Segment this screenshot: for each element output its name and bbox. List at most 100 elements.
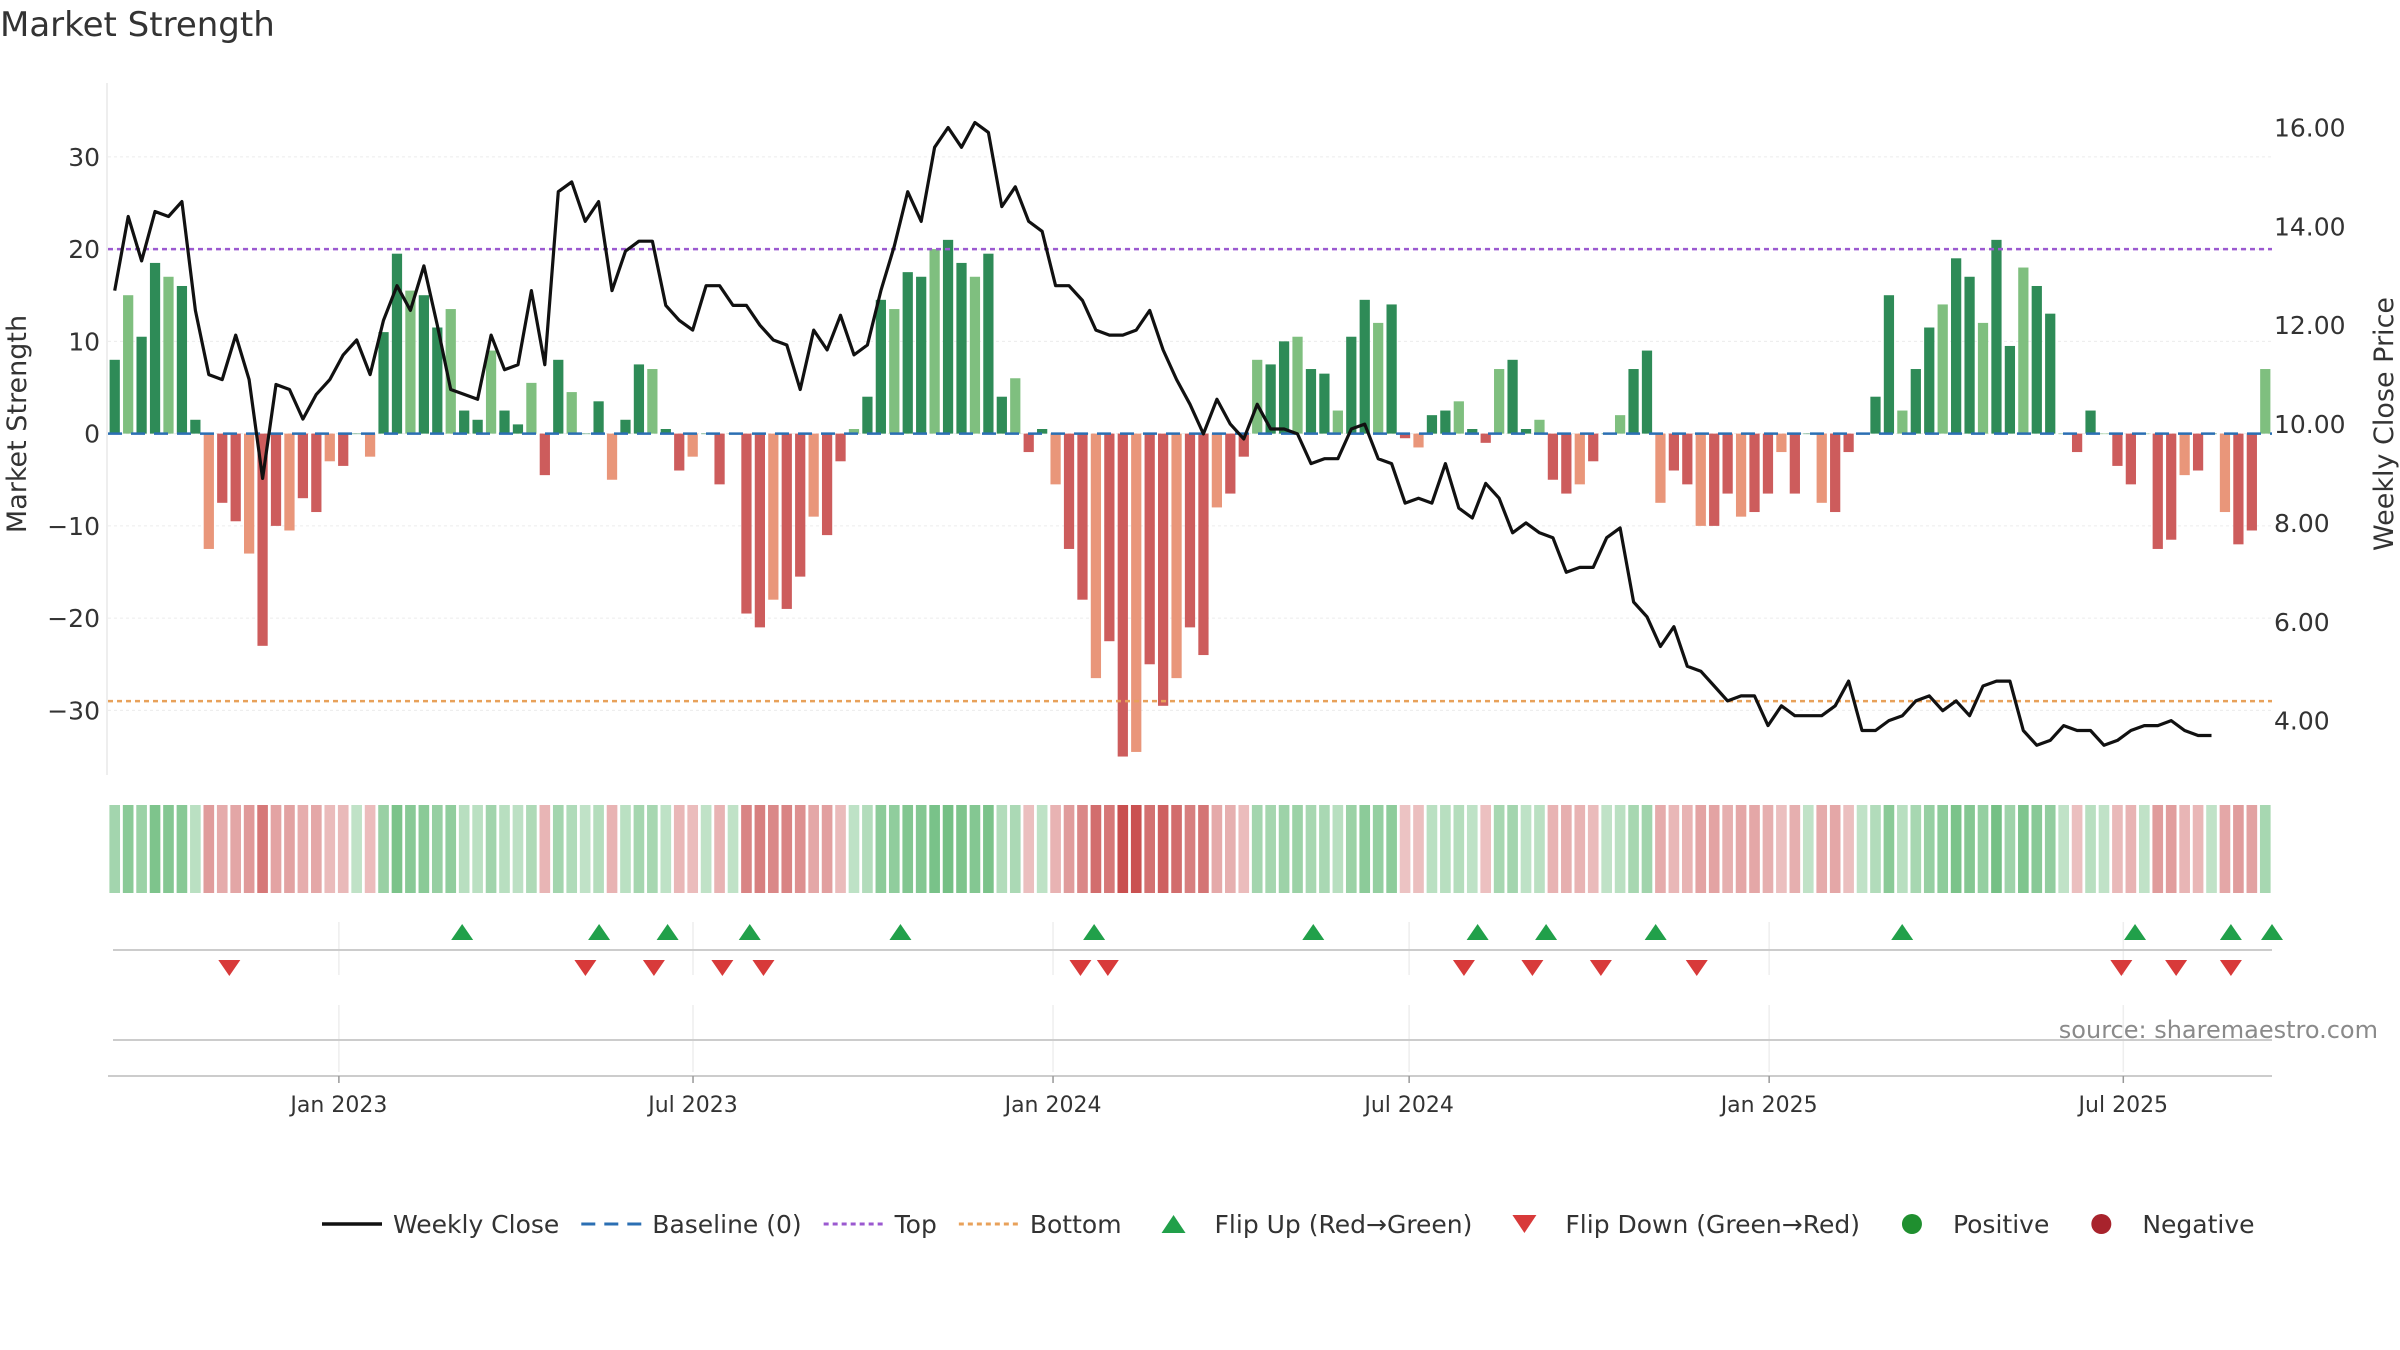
heat-cell (1668, 805, 1680, 893)
heat-cell (1332, 805, 1344, 893)
heat-cell (848, 805, 860, 893)
heat-cell (2112, 805, 2123, 893)
strength-bar (768, 433, 779, 600)
strength-bar (2246, 433, 2257, 531)
heat-cell (378, 805, 389, 893)
strength-bar (2179, 433, 2190, 476)
heat-cell (1507, 805, 1518, 893)
flip-up-marker (451, 924, 474, 940)
strength-bars (109, 239, 2271, 757)
strength-bar (1507, 359, 1518, 434)
heat-cell (821, 805, 833, 893)
strength-bar (2004, 345, 2016, 434)
strength-bar (1628, 369, 1639, 434)
heat-cell (499, 805, 510, 893)
heat-cell (1198, 805, 1209, 893)
x-tick-label: Jan 2024 (1003, 1093, 1102, 1118)
heat-cell (835, 805, 846, 893)
heat-cell (2058, 805, 2069, 893)
heat-cell (1695, 805, 1707, 893)
x-tick-label: Jul 2025 (2077, 1093, 2169, 1118)
heat-cell (1829, 805, 1841, 893)
heat-cell (700, 805, 712, 893)
heat-cell (324, 805, 336, 893)
heat-cell (1171, 805, 1182, 893)
flip-down-marker (1096, 960, 1119, 976)
strength-bar (284, 433, 295, 531)
strength-bar (1614, 415, 1626, 434)
heat-cell (1816, 805, 1828, 893)
heat-cell (405, 805, 416, 893)
strength-bar (1305, 369, 1317, 434)
strength-bar (808, 433, 819, 517)
strength-bar (1050, 433, 1061, 485)
heat-cell (539, 805, 551, 893)
strength-bar (203, 433, 214, 549)
y2-tick-label: 4.00 (2274, 707, 2330, 736)
heat-cell (1104, 805, 1115, 893)
heat-cell (673, 805, 685, 893)
heat-cell (2031, 805, 2043, 893)
flip-down-marker (1685, 960, 1708, 976)
heat-cell (956, 805, 967, 893)
heat-cell (391, 805, 403, 893)
strength-bar (1386, 304, 1397, 434)
heat-cell (1870, 805, 1881, 893)
heat-cell (781, 805, 793, 893)
strength-bar (714, 433, 725, 485)
strength-bar (270, 433, 282, 526)
legend-item: Baseline (0) (581, 1210, 802, 1239)
heat-cell (1359, 805, 1371, 893)
weekly-close-series (113, 120, 2212, 747)
strength-bar (1937, 304, 1948, 434)
strength-bar (942, 239, 954, 434)
strength-bar (459, 410, 470, 434)
strength-bar (1117, 433, 1128, 757)
strength-bar (1870, 396, 1881, 434)
strength-bar (2233, 433, 2244, 545)
strength-bar (1063, 433, 1075, 549)
strength-bar (163, 276, 174, 434)
flip-up-marker (1891, 924, 1914, 940)
strength-bar (244, 433, 255, 554)
strength-bar (1399, 433, 1411, 439)
heat-cell (1372, 805, 1384, 893)
heat-cell (163, 805, 174, 893)
legend-item: Top (823, 1210, 937, 1239)
x-tick-label: Jul 2023 (646, 1093, 738, 1118)
heat-cell (2098, 805, 2110, 893)
strength-bar (1762, 433, 1774, 494)
strength-bar (378, 332, 389, 434)
heat-cell (983, 805, 994, 893)
heat-cell (1090, 805, 1102, 893)
flip-down-marker (752, 960, 775, 976)
legend: Weekly Close Baseline (0) Top Bottom Flip Up… (322, 1210, 2255, 1239)
heat-cell (472, 805, 483, 893)
heat-cell (1319, 805, 1330, 893)
heat-cell (1117, 805, 1129, 893)
heat-cell (579, 805, 591, 893)
heat-cell (1184, 805, 1196, 893)
strength-bar (1520, 429, 1532, 434)
strength-bar (1991, 239, 2002, 434)
heat-cell (1440, 805, 1451, 893)
heat-cell (1036, 805, 1048, 893)
heat-cell (257, 805, 268, 893)
heat-cell (2165, 805, 2177, 893)
y-tick-label: −20 (47, 604, 100, 633)
heat-cell (1923, 805, 1935, 893)
heat-cell (1977, 805, 1989, 893)
legend-item: Positive (1901, 1210, 2049, 1239)
heat-cell (1023, 805, 1035, 893)
strength-bar (2260, 369, 2271, 434)
strength-bar (795, 433, 806, 577)
strength-bar (835, 433, 846, 462)
strength-bar (956, 262, 967, 434)
flip-up-marker (588, 924, 611, 940)
strength-bar (754, 433, 766, 628)
strength-bar (1426, 415, 1438, 434)
strength-bar (1467, 429, 1478, 434)
strength-bar (875, 299, 886, 434)
heat-cell (1399, 805, 1411, 893)
